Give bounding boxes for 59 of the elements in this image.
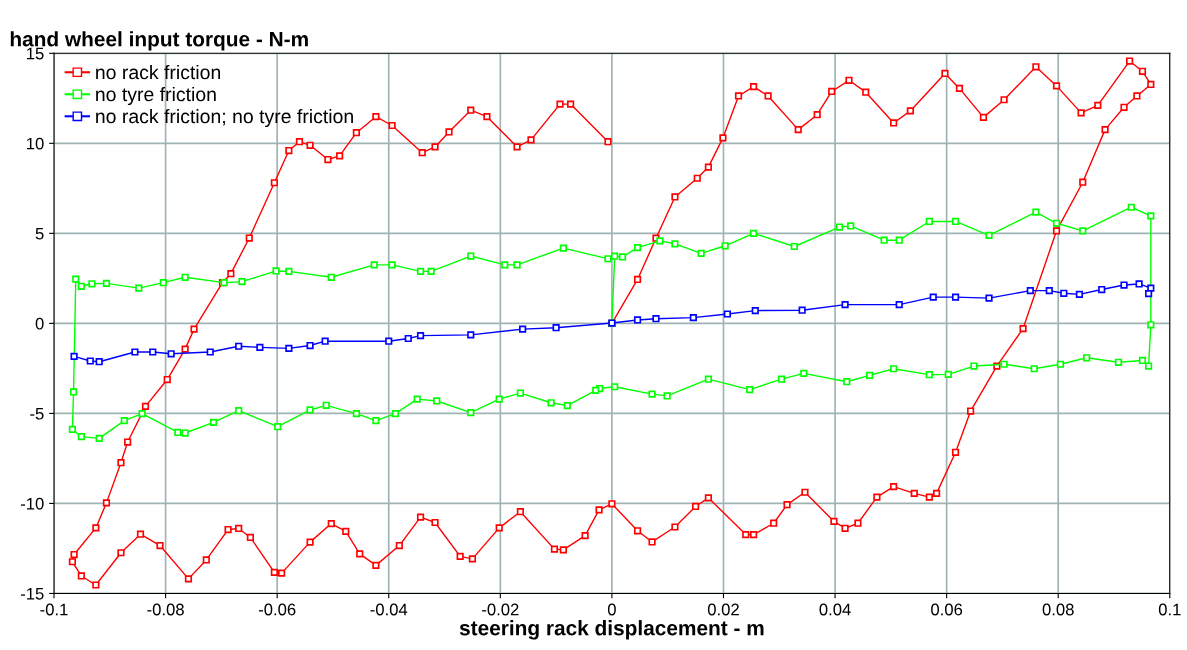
point [1026,286,1034,295]
point [131,348,139,356]
x-tick-label: -0.04 [370,603,408,616]
point [70,352,78,360]
y-tick-label: 10 [27,137,44,150]
x-tick-label: -0.08 [147,603,184,616]
point [285,344,293,353]
point [95,358,103,366]
point [519,325,527,333]
point [951,293,960,301]
point [1060,289,1068,297]
point [985,294,993,302]
point [633,316,642,324]
point [798,306,806,314]
y-tick-label: 5 [35,227,44,240]
point [1098,285,1106,294]
point [256,343,264,351]
point [841,301,849,309]
x-tick-label: 0.06 [931,603,963,616]
y-tick-label: -10 [20,497,44,510]
point [86,357,94,365]
point [167,350,175,358]
point [467,331,475,339]
legend-label: no rack friction; no tyre friction [96,109,353,128]
point [895,301,903,309]
x-tick-label: -0.06 [258,603,296,616]
x-tick-label: 0.1 [1158,603,1181,616]
point [206,348,214,356]
y-tick-label: 0 [35,317,44,330]
point [552,324,560,332]
x-tick-label: 0 [607,603,616,616]
x-tick-label: -0.02 [482,603,519,616]
x-tick-label: 0.04 [819,603,851,616]
point [1147,284,1155,292]
point [149,348,157,356]
y-tick-label: -15 [20,588,44,600]
point [929,293,937,301]
point [404,334,412,343]
point [306,341,314,350]
point [751,306,759,315]
point [1135,280,1143,288]
point [1120,281,1128,289]
point [235,342,243,350]
x-tick-label: -0.1 [40,603,68,616]
legend-label: no rack friction [96,64,221,80]
point [689,314,697,322]
legend-label: no tyre friction [96,86,216,106]
x-tick-label: 0.02 [707,603,739,616]
point [723,310,731,318]
x-axis-title: steering rack displacement - m [459,620,764,640]
point [321,337,329,345]
point [1144,290,1153,298]
point [416,332,425,340]
x-tick-label: 0.08 [1042,603,1074,616]
point [1075,290,1084,299]
point [652,315,660,323]
point [385,337,393,345]
y-tick-label: -5 [30,407,44,420]
point [1045,286,1053,295]
